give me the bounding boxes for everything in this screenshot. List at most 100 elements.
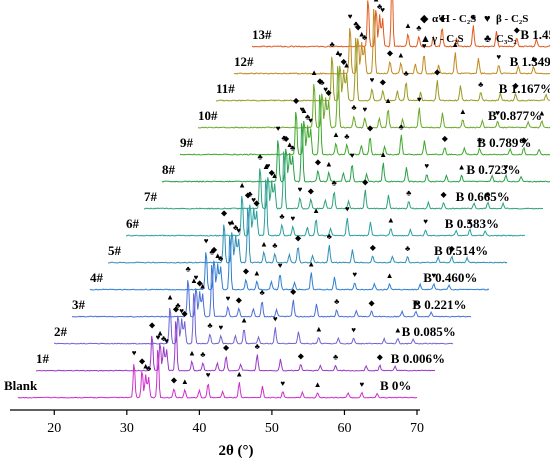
legend-entry-label: β - C₂S xyxy=(496,13,528,25)
xrd-trace-13 xyxy=(251,0,550,48)
phase-marker: ◆ xyxy=(326,88,333,97)
phase-marker: ◆ xyxy=(514,25,521,34)
phase-marker: ▲ xyxy=(307,260,315,269)
phase-marker: ▲ xyxy=(451,40,459,49)
boron-label: B 1.349% xyxy=(510,54,550,69)
phase-marker: ♥ xyxy=(352,270,357,279)
phase-marker: ▲ xyxy=(156,329,164,338)
phase-marker: ▲ xyxy=(310,68,318,77)
phase-marker: ♥ xyxy=(132,349,137,358)
x-axis-ticks: 20 30 40 50 60 70 xyxy=(47,410,424,436)
sample-label: Blank xyxy=(4,378,38,393)
x-axis-label: 2θ (°) xyxy=(218,443,253,459)
phase-marker: ◆ xyxy=(308,187,315,196)
phase-marker: ♣ xyxy=(146,364,152,373)
sample-label: 4# xyxy=(90,270,104,285)
phase-marker: ◆ xyxy=(315,157,322,166)
xrd-trace-11 xyxy=(215,37,550,102)
phase-marker: ♣ xyxy=(279,212,285,221)
xrd-trace-9 xyxy=(179,94,550,156)
phase-marker: ♣ xyxy=(185,264,191,273)
phase-marker: ◆ xyxy=(269,168,276,177)
phase-marker: ◆ xyxy=(254,199,261,208)
legend-symbol-icon: ♣ xyxy=(484,33,491,45)
legend-entry-label: α'H - C₂S xyxy=(432,13,476,25)
sample-label: 3# xyxy=(72,297,86,312)
phase-marker: ♣ xyxy=(218,254,224,263)
phase-marker: ♥ xyxy=(164,337,169,346)
phase-marker: ▲ xyxy=(240,316,248,325)
phase-marker: ♣ xyxy=(334,297,340,306)
boron-label: B 0.723% xyxy=(466,162,520,177)
boron-label: B 0.877% xyxy=(488,108,542,123)
boron-label: B 0.514% xyxy=(434,243,488,258)
legend-symbol-icon: ▲ xyxy=(420,33,431,45)
phase-marker: ♣ xyxy=(233,223,239,232)
phase-marker: ♥ xyxy=(278,261,283,270)
phase-marker: ♥ xyxy=(350,151,355,160)
phase-marker: ▲ xyxy=(530,54,538,63)
phase-marker: ♥ xyxy=(266,162,271,171)
phase-marker: ◆ xyxy=(149,321,156,330)
phase-marker: ▲ xyxy=(404,21,412,30)
phase-marker: ♥ xyxy=(348,12,353,21)
phase-marker: ♥ xyxy=(424,161,429,170)
phase-marker: ▲ xyxy=(260,239,268,248)
phase-marker: ◆ xyxy=(367,124,374,133)
phase-marker: ♥ xyxy=(423,217,428,226)
legend-entry-label: γ - C₂S xyxy=(431,33,464,45)
phase-marker: ♥ xyxy=(338,50,343,59)
phase-marker: ◆ xyxy=(434,67,441,76)
phase-marker: ♣ xyxy=(209,248,215,257)
phase-marker: ◆ xyxy=(283,134,290,143)
series-labels: 13# B 1.451% 12# B 1.349% 11# B 1.167% 10# B 0.… xyxy=(4,27,550,393)
phase-marker: ◆ xyxy=(173,305,180,314)
phase-marker: ▲ xyxy=(538,108,546,117)
xrd-trace-5 xyxy=(108,207,508,264)
phase-marker: ♣ xyxy=(344,132,350,141)
phase-marker: ▲ xyxy=(199,281,207,290)
phase-marker: ♥ xyxy=(496,53,501,62)
phase-marker: ◆ xyxy=(243,267,250,276)
x-tick-label: 60 xyxy=(337,421,351,436)
phase-marker: ▲ xyxy=(312,206,320,215)
phase-marker: ◆ xyxy=(439,14,446,23)
phase-marker: ♣ xyxy=(259,288,265,297)
boron-label: B 0.789% xyxy=(477,135,531,150)
phase-marker: ♥ xyxy=(351,326,356,335)
phase-marker: ▲ xyxy=(372,0,380,4)
phase-marker: ◆ xyxy=(211,245,218,254)
phase-marker: ▲ xyxy=(253,268,261,277)
phase-markers: ◆▲♣♥◆▲♣◆♣◆♣◆♥◆▲♣♥◆▲♥▲♥▲♥♣♥◆▲♣♥◆♣◆♣◆♣▲♣♥◆… xyxy=(132,0,550,389)
phase-marker: ▲ xyxy=(386,271,394,280)
phase-marker: ♥ xyxy=(280,379,285,388)
phase-marker: ♥ xyxy=(179,306,184,315)
phase-marker: ▲ xyxy=(286,140,294,149)
phase-marker: ♣ xyxy=(416,23,422,32)
phase-marker: ♥ xyxy=(204,236,209,245)
phase-marker: ◆ xyxy=(293,96,300,105)
boron-label: B 0% xyxy=(380,378,411,393)
phase-marker: ♥ xyxy=(194,273,199,282)
phase-marker: ♥ xyxy=(276,124,281,133)
phase-marker: ◆ xyxy=(290,287,297,296)
phase-marker: ▲ xyxy=(262,162,270,171)
xrd-trace-0 xyxy=(17,349,418,399)
phase-marker: ▲ xyxy=(394,326,402,335)
phase-marker: ◆ xyxy=(355,23,362,32)
boron-label: B 1.451% xyxy=(520,27,550,42)
xrd-trace-8 xyxy=(161,123,550,183)
phase-marker: ♥ xyxy=(290,214,295,223)
phase-marker: ♣ xyxy=(406,189,412,198)
phase-marker: ◆ xyxy=(171,376,178,385)
phase-marker: ◆ xyxy=(298,352,305,361)
phase-marker: ▲ xyxy=(325,159,333,168)
xrd-trace-10 xyxy=(197,66,550,129)
phase-marker: ♥ xyxy=(359,380,364,389)
phase-marker: ♣ xyxy=(327,232,333,241)
phase-marker: ♥ xyxy=(417,95,422,104)
boron-label: B 0.460% xyxy=(423,270,477,285)
phase-marker: ♣ xyxy=(399,122,405,131)
phase-marker: ▲ xyxy=(271,171,279,180)
phase-marker: ♣ xyxy=(207,321,213,330)
